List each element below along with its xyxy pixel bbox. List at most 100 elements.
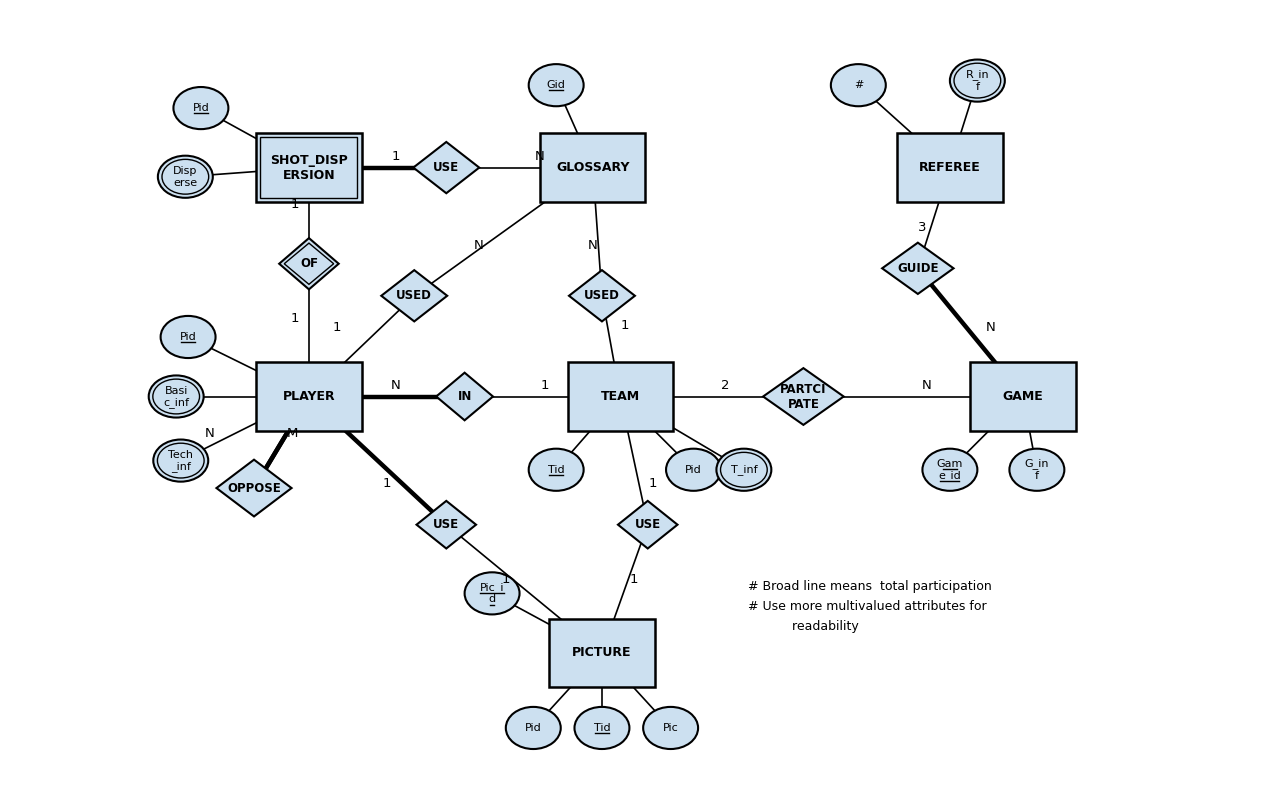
- Ellipse shape: [148, 375, 204, 418]
- Ellipse shape: [161, 316, 216, 358]
- Text: Pid: Pid: [525, 723, 541, 733]
- Ellipse shape: [666, 449, 721, 491]
- Text: N: N: [205, 427, 216, 439]
- FancyBboxPatch shape: [256, 362, 361, 431]
- Polygon shape: [413, 142, 479, 193]
- Text: USE: USE: [434, 161, 459, 174]
- Polygon shape: [416, 501, 476, 549]
- Text: c_inf: c_inf: [164, 397, 189, 408]
- Polygon shape: [436, 373, 493, 420]
- FancyBboxPatch shape: [898, 133, 1003, 202]
- Ellipse shape: [162, 159, 209, 194]
- Text: TEAM: TEAM: [601, 390, 640, 403]
- Text: N: N: [588, 239, 597, 252]
- Text: GAME: GAME: [1003, 390, 1044, 403]
- Text: #: #: [853, 80, 864, 90]
- Ellipse shape: [153, 439, 208, 481]
- Text: # Broad line means  total participation: # Broad line means total participation: [748, 580, 992, 592]
- Text: # Use more multivalued attributes for: # Use more multivalued attributes for: [748, 600, 987, 613]
- Text: Pid: Pid: [685, 465, 702, 475]
- Text: Tid: Tid: [548, 465, 564, 475]
- FancyBboxPatch shape: [549, 619, 654, 688]
- Text: 2: 2: [721, 379, 730, 392]
- Text: REFEREE: REFEREE: [919, 161, 980, 174]
- Text: 3: 3: [918, 220, 927, 234]
- Text: T_inf: T_inf: [730, 464, 757, 475]
- Text: Gam: Gam: [937, 459, 964, 469]
- Text: USED: USED: [397, 289, 432, 302]
- Text: PARTCI
PATE: PARTCI PATE: [780, 382, 827, 411]
- Ellipse shape: [831, 64, 886, 106]
- Ellipse shape: [954, 63, 1000, 98]
- Text: 1: 1: [290, 197, 299, 211]
- Text: N: N: [987, 321, 995, 335]
- Text: Tech: Tech: [169, 450, 193, 460]
- Text: erse: erse: [174, 178, 198, 188]
- Text: R_in: R_in: [965, 69, 989, 80]
- Text: USE: USE: [635, 518, 661, 531]
- Text: USED: USED: [585, 289, 620, 302]
- Text: GLOSSARY: GLOSSARY: [557, 161, 629, 174]
- Polygon shape: [217, 460, 292, 516]
- Ellipse shape: [720, 452, 767, 487]
- Text: d: d: [488, 594, 496, 604]
- Polygon shape: [569, 270, 635, 321]
- Text: 1: 1: [332, 321, 341, 335]
- Ellipse shape: [950, 59, 1004, 102]
- Ellipse shape: [464, 573, 520, 615]
- FancyBboxPatch shape: [256, 133, 361, 202]
- Ellipse shape: [153, 379, 199, 414]
- Text: N: N: [391, 379, 401, 392]
- Text: SHOT_DISP
ERSION: SHOT_DISP ERSION: [270, 154, 347, 182]
- Text: Pid: Pid: [193, 103, 209, 113]
- Text: Basi: Basi: [165, 385, 188, 396]
- Ellipse shape: [1009, 449, 1064, 491]
- Text: Pic: Pic: [663, 723, 678, 733]
- Text: N: N: [473, 239, 483, 252]
- Text: 1: 1: [383, 477, 391, 490]
- Polygon shape: [284, 243, 333, 285]
- Text: Pic_i: Pic_i: [479, 582, 505, 593]
- Text: Disp: Disp: [174, 166, 198, 176]
- Text: Gid: Gid: [547, 80, 566, 90]
- Text: 1: 1: [290, 312, 299, 325]
- Ellipse shape: [643, 707, 699, 749]
- Text: readability: readability: [748, 620, 860, 633]
- Polygon shape: [279, 238, 339, 289]
- Ellipse shape: [174, 87, 228, 129]
- Text: OF: OF: [301, 257, 318, 270]
- Text: OPPOSE: OPPOSE: [227, 481, 281, 495]
- Ellipse shape: [922, 449, 978, 491]
- Polygon shape: [883, 243, 954, 294]
- Text: _inf: _inf: [171, 461, 190, 472]
- Ellipse shape: [529, 449, 583, 491]
- Ellipse shape: [157, 443, 204, 478]
- Text: 1: 1: [648, 477, 657, 490]
- Text: PLAYER: PLAYER: [283, 390, 335, 403]
- Ellipse shape: [574, 707, 629, 749]
- Ellipse shape: [506, 707, 560, 749]
- Text: GUIDE: GUIDE: [896, 262, 938, 275]
- Text: Tid: Tid: [593, 723, 610, 733]
- Polygon shape: [763, 368, 843, 425]
- Text: 1: 1: [620, 319, 629, 331]
- FancyBboxPatch shape: [568, 362, 673, 431]
- Text: N: N: [535, 150, 544, 163]
- Text: PICTURE: PICTURE: [572, 646, 631, 659]
- Text: N: N: [922, 379, 932, 392]
- Text: 1: 1: [630, 573, 638, 586]
- Ellipse shape: [158, 155, 213, 197]
- Text: 1: 1: [541, 379, 549, 392]
- Ellipse shape: [716, 449, 771, 491]
- Text: f: f: [1035, 471, 1038, 481]
- Text: IN: IN: [458, 390, 472, 403]
- Text: 1: 1: [392, 150, 401, 163]
- Text: 1: 1: [502, 573, 510, 586]
- FancyBboxPatch shape: [540, 133, 645, 202]
- Text: USE: USE: [434, 518, 459, 531]
- Text: e_id: e_id: [938, 470, 961, 481]
- Text: Pid: Pid: [180, 332, 197, 342]
- FancyBboxPatch shape: [970, 362, 1075, 431]
- Polygon shape: [618, 501, 677, 549]
- FancyBboxPatch shape: [260, 137, 358, 197]
